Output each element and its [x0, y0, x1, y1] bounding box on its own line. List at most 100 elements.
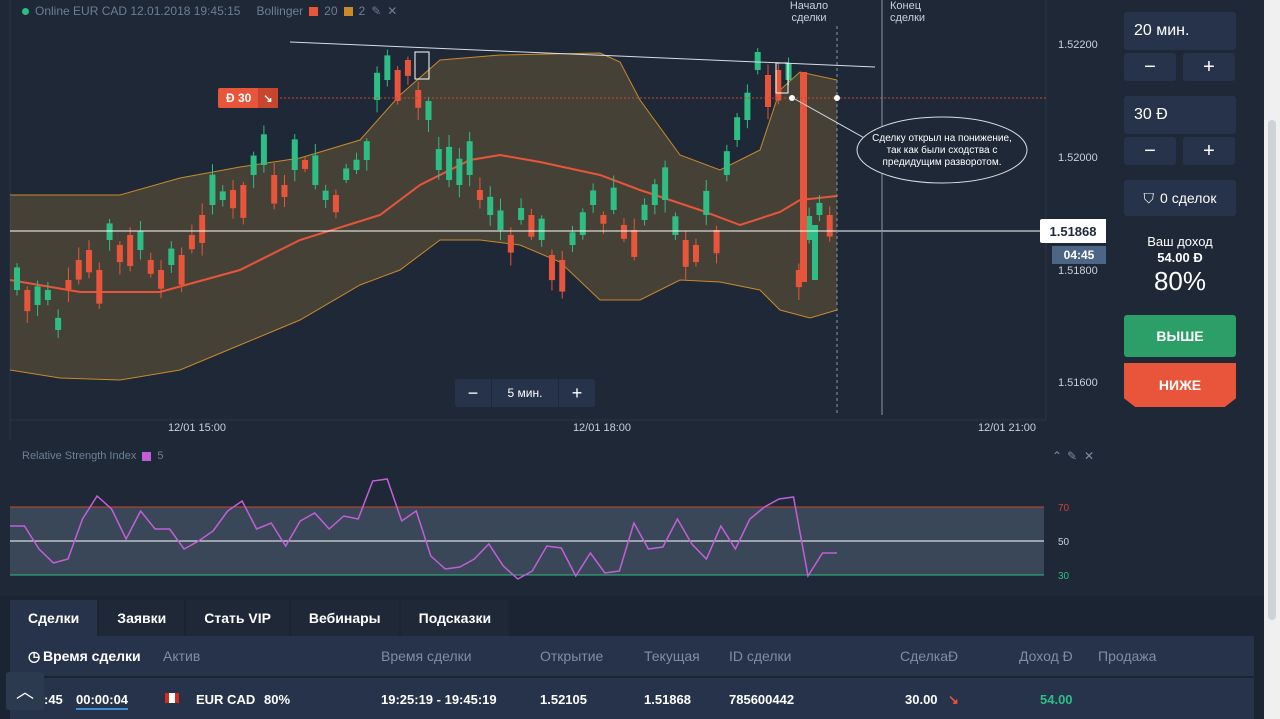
- candle-body: [559, 260, 566, 292]
- tab-deals[interactable]: Сделки: [10, 600, 98, 636]
- bollinger-middle: [9, 153, 838, 293]
- candle-body: [476, 190, 483, 200]
- tab-vip[interactable]: Стать VIP: [186, 600, 289, 636]
- deal-marker[interactable]: Ð 30 ↘: [218, 88, 278, 108]
- row-asset: EUR CAD: [196, 692, 256, 707]
- candle-body: [240, 185, 247, 218]
- candle-body: [394, 70, 401, 101]
- rsi-header: Relative Strength Index 5: [22, 450, 163, 462]
- price-chart[interactable]: 1.52200 1.52000 1.51800 1.51600 12/01 15:00 1…: [0, 0, 1110, 440]
- candle-body: [363, 141, 370, 160]
- scrollbar-thumb[interactable]: [1268, 120, 1276, 620]
- candle-body: [734, 117, 741, 140]
- candle-body: [65, 280, 72, 290]
- chevron-up-icon[interactable]: ︿: [6, 672, 44, 710]
- table-row[interactable]: :45 00:00:04 EUR CAD 80% 19:25:19 - 19:4…: [10, 678, 1254, 719]
- flag-icon: [165, 693, 179, 703]
- tab-tips[interactable]: Подсказки: [400, 600, 510, 636]
- candle-body: [528, 215, 535, 237]
- indicator-dev: 2: [358, 4, 366, 18]
- candle-body: [312, 155, 319, 185]
- candle-body: [785, 63, 792, 80]
- col-deal[interactable]: СделкаÐ: [900, 648, 959, 664]
- candle-body: [374, 72, 381, 100]
- price-tick: 1.52000: [1058, 152, 1098, 164]
- col-asset[interactable]: Актив: [163, 648, 201, 664]
- indicator-period: 20: [324, 4, 338, 18]
- price-tick: 1.52200: [1058, 39, 1098, 51]
- candlestick-chart[interactable]: 1.52200 1.52000 1.51800 1.51600 12/01 15:00 1…: [0, 0, 1110, 440]
- col-time-left[interactable]: Время сделки: [43, 648, 141, 664]
- lower-button[interactable]: НИЖЕ: [1124, 363, 1236, 407]
- candle-body: [579, 212, 586, 235]
- candle-body: [106, 223, 113, 240]
- candle-body: [188, 235, 195, 250]
- candle-body: [723, 151, 730, 175]
- candle-body: [260, 134, 267, 165]
- col-id[interactable]: ID сделки: [729, 648, 792, 664]
- rsi-close-icon[interactable]: ✕: [1084, 449, 1094, 463]
- bollinger-fill: [10, 53, 837, 380]
- candle-body: [456, 158, 463, 185]
- candle-body: [34, 286, 41, 305]
- col-open[interactable]: Открытие: [540, 648, 604, 664]
- expiry-time-field[interactable]: 20 мин.: [1124, 12, 1236, 50]
- amount-field[interactable]: 30 Ð: [1124, 96, 1236, 134]
- candle-body: [75, 260, 82, 280]
- candle-body: [55, 317, 62, 330]
- indicator-name[interactable]: Bollinger: [256, 4, 304, 18]
- candle-body: [764, 75, 771, 107]
- candle-body: [343, 168, 350, 180]
- clock-icon: ◷: [28, 648, 41, 664]
- candle-body: [250, 155, 257, 175]
- candle-body: [466, 141, 473, 175]
- candle-body: [14, 267, 20, 290]
- col-income[interactable]: Доход Ð: [1019, 648, 1073, 664]
- tab-webinars[interactable]: Вебинары: [290, 600, 399, 636]
- rsi-level-70: 70: [1058, 503, 1070, 514]
- candle-body: [425, 101, 432, 120]
- col-sell[interactable]: Продажа: [1098, 648, 1157, 664]
- zoom-in-button[interactable]: +: [571, 382, 583, 403]
- higher-button[interactable]: ВЫШЕ: [1124, 315, 1236, 357]
- candle-body: [209, 174, 216, 205]
- candle-body: [230, 190, 237, 209]
- time-tick: 12/01 18:00: [573, 422, 631, 434]
- rsi-chart: 70 50 30 ⌃ ✎ ✕: [10, 449, 1094, 582]
- row-income: 54.00: [1040, 692, 1073, 707]
- candle-body: [384, 55, 391, 80]
- candle-body: [137, 231, 144, 250]
- candle-body: [435, 149, 442, 170]
- candle-body: [86, 250, 93, 273]
- time-plus-button[interactable]: +: [1183, 53, 1235, 81]
- timeframe-value[interactable]: 5 мин.: [491, 379, 559, 407]
- amount-minus-button[interactable]: −: [1124, 137, 1176, 165]
- edit-icon[interactable]: ✎: [371, 4, 382, 18]
- rsi-color-swatch: [142, 451, 152, 461]
- deals-count[interactable]: ⛉ 0 сделок: [1124, 180, 1236, 216]
- close-icon[interactable]: ✕: [387, 4, 398, 18]
- period-color-swatch: [309, 6, 319, 16]
- candle-body: [692, 245, 699, 263]
- candle-body: [548, 255, 555, 281]
- col-current[interactable]: Текущая: [644, 648, 700, 664]
- asset-line: Online EUR CAD 12.01.2018 19:45:15: [35, 4, 241, 18]
- collapse-icon[interactable]: ⌃: [1052, 449, 1062, 463]
- col-deal-time[interactable]: Время сделки: [381, 648, 472, 664]
- candle-body: [713, 230, 720, 254]
- zoom-out-button[interactable]: −: [467, 382, 479, 403]
- candle-body: [44, 290, 51, 300]
- rsi-line: [10, 478, 837, 580]
- down-arrow-icon: ↘: [258, 88, 278, 108]
- amount-plus-button[interactable]: +: [1183, 137, 1235, 165]
- candle-body: [116, 245, 123, 263]
- income-label: Ваш доход: [1147, 234, 1213, 249]
- time-minus-button[interactable]: −: [1124, 53, 1176, 81]
- deal-start-label: Начало сделки: [789, 0, 829, 24]
- candle-body: [497, 210, 504, 230]
- tab-orders[interactable]: Заявки: [99, 600, 185, 636]
- current-price-label: 1.51868: [1040, 219, 1106, 243]
- rsi-panel[interactable]: 70 50 30 ⌃ ✎ ✕: [0, 441, 1110, 593]
- candle-body: [147, 260, 154, 274]
- rsi-edit-icon[interactable]: ✎: [1067, 449, 1077, 463]
